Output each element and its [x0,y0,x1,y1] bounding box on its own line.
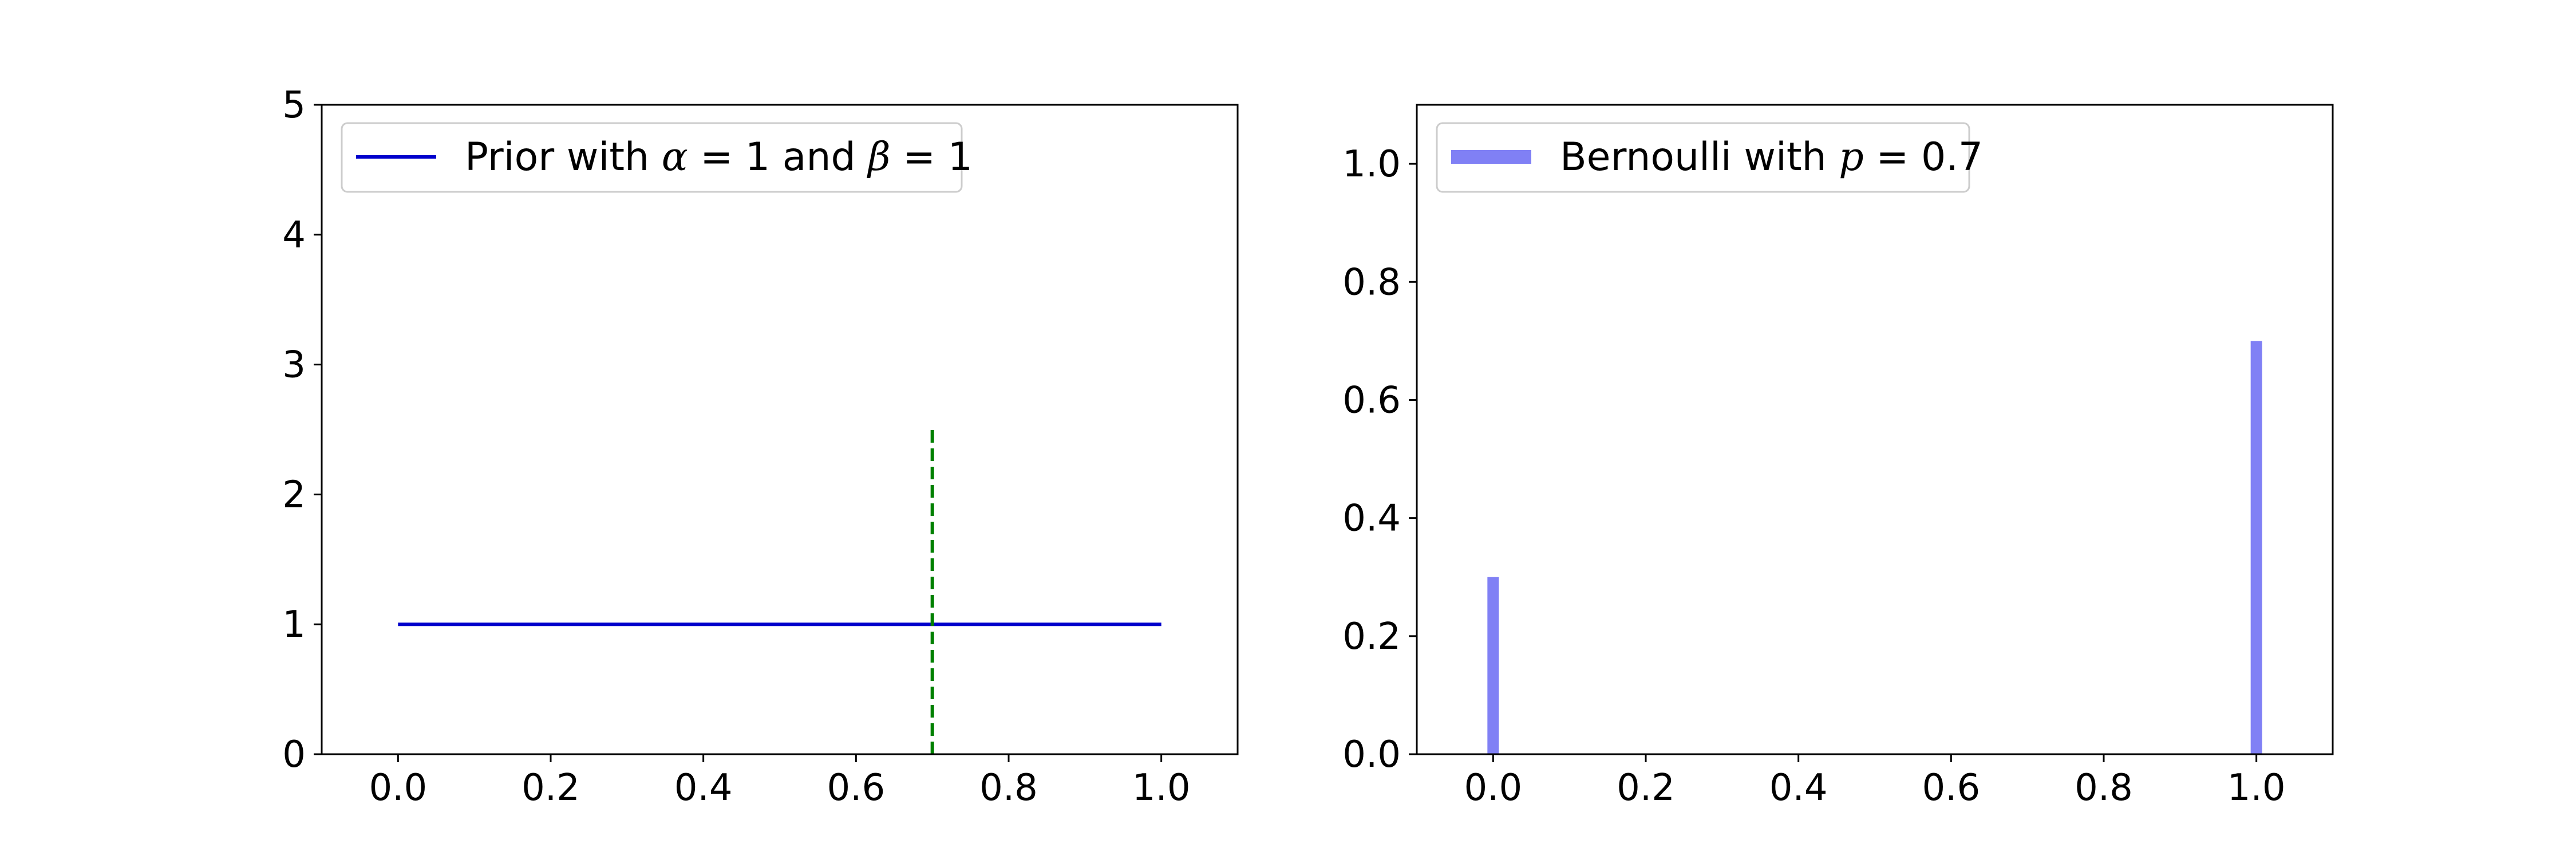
bernoulli-plot-frame [1416,104,2334,755]
prior-plot-ticks: 0.0 0.2 0.4 0.6 0.8 1.0 0 1 2 3 4 5 [282,84,1190,809]
bernoulli-y-tick-label: 0.0 [1342,734,1401,776]
prior-x-tick-label: 1.0 [1132,767,1191,809]
bernoulli-x-tick-label: 0.6 [1922,767,1980,809]
prior-x-tick-label: 0.0 [369,767,427,809]
bernoulli-bar [1487,577,1499,754]
bernoulli-x-tick-label: 0.4 [1769,767,1828,809]
prior-x-tick-label: 0.2 [521,767,580,809]
bernoulli-y-tick-label: 0.4 [1342,498,1401,540]
bernoulli-y-tick-label: 0.6 [1342,379,1401,421]
prior-y-tick-label: 2 [282,474,306,516]
prior-y-tick-label: 4 [282,214,306,257]
prior-legend-label: Prior with α = 1 and β = 1 [465,135,973,180]
bernoulli-y-tick-label: 0.2 [1342,616,1401,658]
prior-plot: 0.0 0.2 0.4 0.6 0.8 1.0 0 1 2 3 4 5 Prior with α = … [282,84,1239,809]
bernoulli-plot: 0.0 0.2 0.4 0.6 0.8 1.0 0.0 0.2 0.4 0.6 0.8 1.0 Ber… [1342,104,2334,809]
prior-y-tick-label: 5 [282,84,306,127]
prior-y-tick-label: 1 [282,604,306,646]
bernoulli-legend: Bernoulli with p = 0.7 [1436,122,1983,193]
bernoulli-y-tick-label: 0.8 [1342,261,1401,304]
bernoulli-plot-marks [1487,341,2262,754]
bernoulli-legend-label: Bernoulli with p = 0.7 [1560,135,1983,180]
bernoulli-x-tick-label: 0.2 [1617,767,1675,809]
prior-x-tick-label: 0.6 [827,767,885,809]
bernoulli-x-tick-label: 0.0 [1464,767,1522,809]
bernoulli-legend-bar-swatch [1451,150,1531,164]
prior-y-tick-label: 0 [282,734,306,776]
bernoulli-legend-box [1436,122,1970,193]
prior-legend: Prior with α = 1 and β = 1 [341,122,973,193]
prior-x-tick-label: 0.8 [979,767,1038,809]
bernoulli-bar [2250,341,2262,754]
prior-plot-marks [398,430,1161,754]
bernoulli-x-tick-label: 0.8 [2075,767,2133,809]
bernoulli-y-tick-label: 1.0 [1342,143,1401,186]
prior-plot-frame [321,104,1239,755]
bernoulli-plot-ticks: 0.0 0.2 0.4 0.6 0.8 1.0 0.0 0.2 0.4 0.6 0.8 1.0 [1342,143,2285,809]
prior-x-tick-label: 0.4 [674,767,733,809]
bernoulli-x-tick-label: 1.0 [2227,767,2286,809]
prior-y-tick-label: 3 [282,344,306,387]
prior-legend-box [341,122,963,193]
